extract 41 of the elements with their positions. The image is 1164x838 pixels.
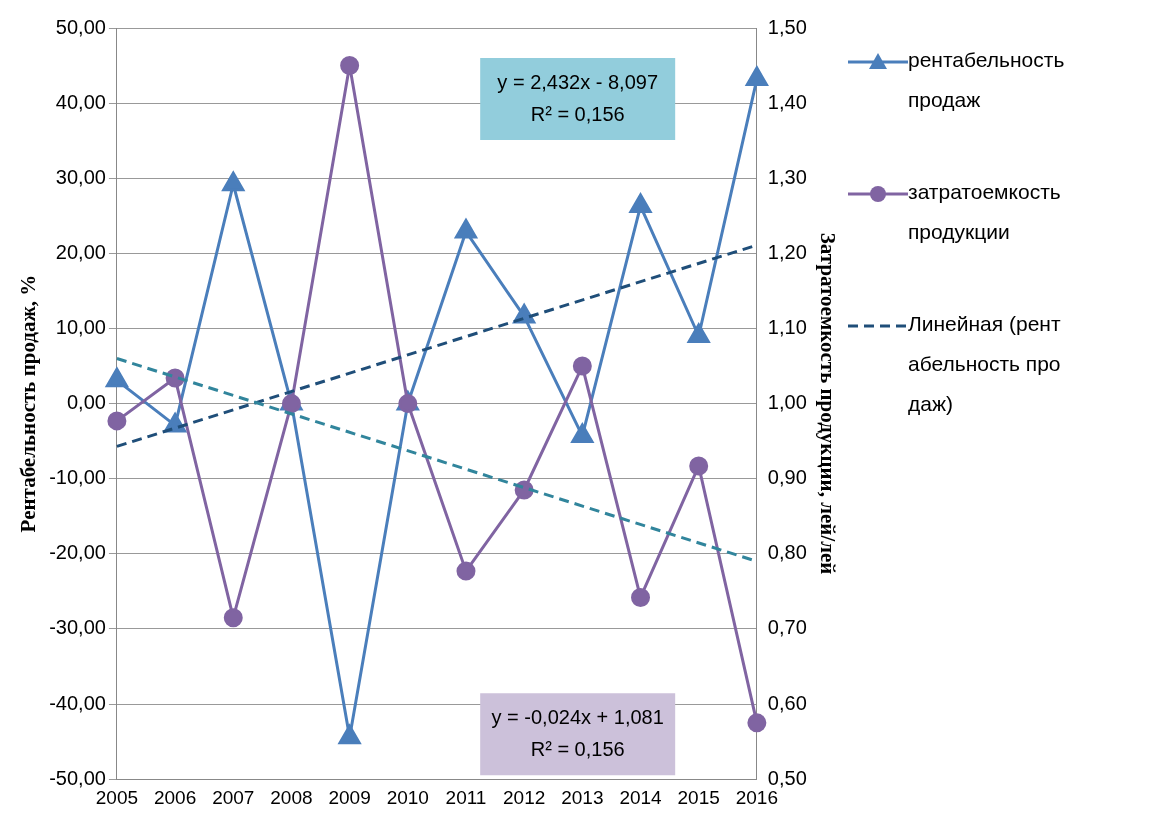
legend-label: Линейная (рентабельность продаж) — [908, 311, 1062, 417]
x-tick-label: 2016 — [735, 786, 779, 808]
y2-tick-label: 1,20 — [767, 240, 807, 263]
y-tick-label: 40,00 — [55, 90, 106, 113]
y-tick-label: -50,00 — [49, 766, 106, 789]
y-axis-title: Рентабельность продаж, % — [16, 274, 41, 533]
annotation: y = 2,432x - 8,097 R² = 0,156 — [497, 70, 659, 125]
y-tick-label: 30,00 — [55, 165, 106, 188]
y2-tick-label: 0,60 — [767, 691, 807, 714]
x-tick-label: 2009 — [328, 786, 371, 808]
y-tick-label: -30,00 — [49, 616, 106, 639]
x-tick-label: 2006 — [153, 786, 197, 808]
y2-tick-label: 0,50 — [767, 766, 807, 789]
y2-tick-label: 1,10 — [767, 316, 807, 338]
x-tick-label: 2008 — [270, 786, 313, 808]
x-tick-label: 2015 — [677, 786, 720, 808]
x-tick-label: 2011 — [445, 786, 487, 808]
y2-tick-label: 1,40 — [767, 90, 807, 113]
y-tick-label: 0,00 — [66, 391, 106, 414]
y2-tick-label: 1,00 — [767, 391, 807, 414]
x-tick-label: 2007 — [212, 786, 255, 808]
y-tick-label: 20,00 — [55, 240, 106, 263]
y2-tick-label: 1,50 — [767, 15, 807, 38]
y-tick-label: -10,00 — [49, 466, 106, 489]
y-tick-label: 50,00 — [55, 15, 106, 38]
legend-label: затратоемкость продукции — [908, 179, 1062, 245]
y2-tick-label: 0,80 — [767, 541, 807, 564]
y2-tick-label: 1,30 — [767, 165, 807, 188]
y-tick-label: 10,00 — [55, 316, 106, 338]
x-tick-label: 2005 — [95, 786, 139, 808]
y2-tick-label: 0,70 — [767, 616, 807, 639]
y2-axis-title: Затратоемкость продукции, лей/лей — [815, 232, 840, 575]
x-tick-label: 2010 — [386, 786, 429, 808]
x-tick-label: 2012 — [503, 786, 546, 808]
y-tick-label: -20,00 — [49, 541, 106, 564]
annotation: y = -0,024x + 1,081 R² = 0,156 — [491, 705, 664, 760]
x-tick-label: 2013 — [561, 786, 604, 808]
y2-tick-label: 0,90 — [767, 466, 807, 489]
legend-label: рентабельность продаж — [908, 47, 1066, 113]
y-tick-label: -40,00 — [49, 691, 106, 714]
x-tick-label: 2014 — [619, 786, 663, 808]
